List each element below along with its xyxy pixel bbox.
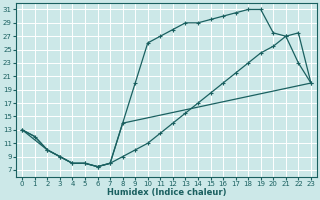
X-axis label: Humidex (Indice chaleur): Humidex (Indice chaleur) [107,188,226,197]
